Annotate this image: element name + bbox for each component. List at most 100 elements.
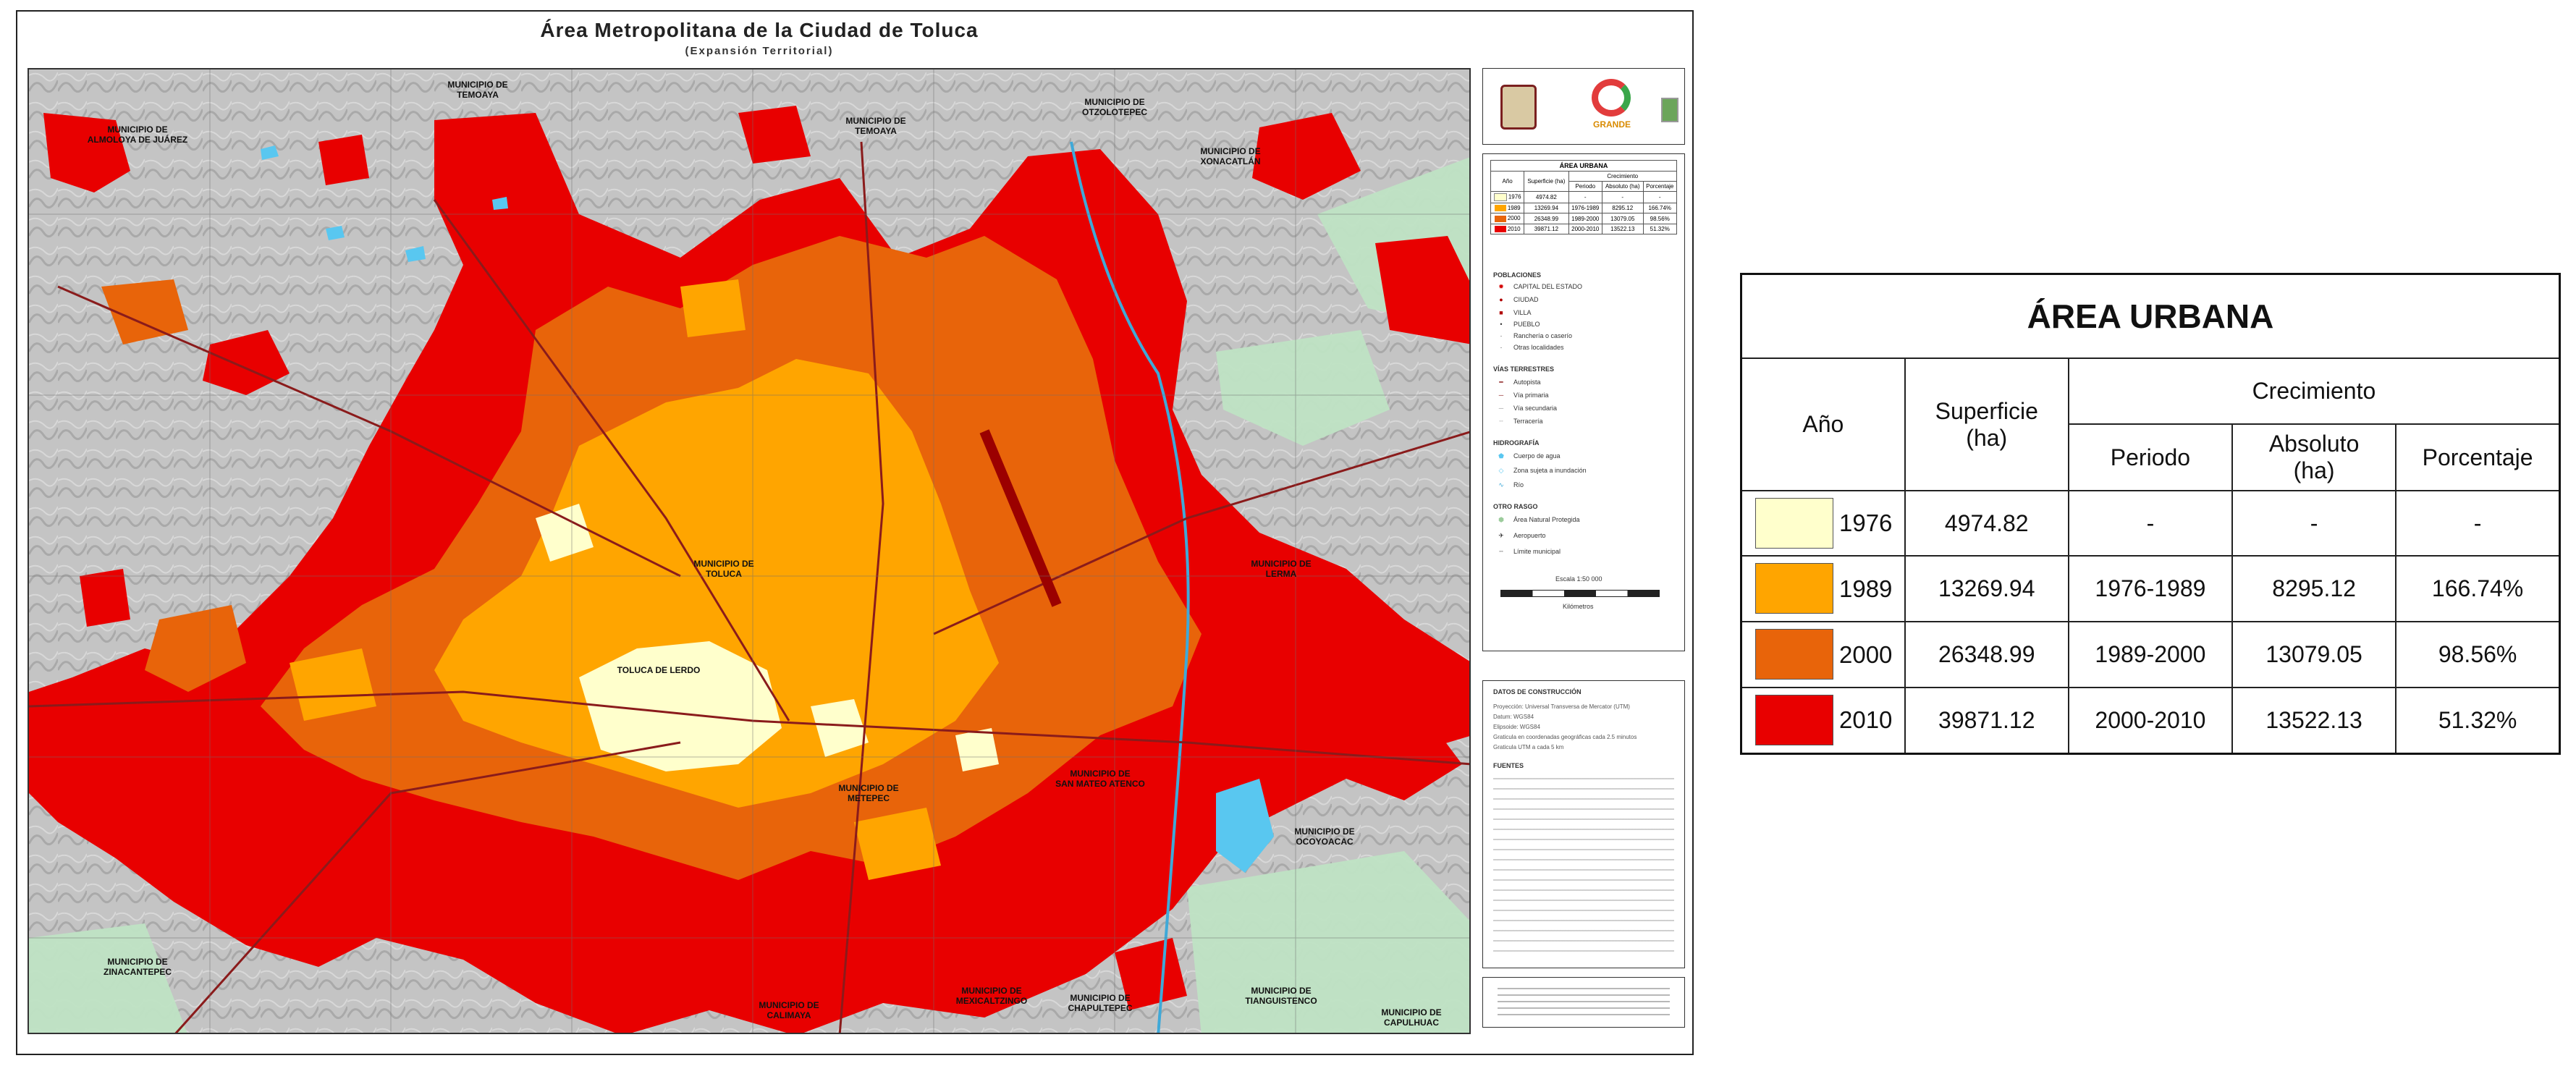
legend-section-poblaciones: POBLACIONES	[1493, 271, 1542, 279]
mini-cell: 39871.12	[1524, 223, 1569, 235]
legend-item: ─ Vía primaria	[1498, 392, 1549, 399]
datos-line: Elipsoide: WGS84	[1493, 724, 1540, 730]
mini-cell: -	[1568, 191, 1603, 203]
label-ocoyoacac: MUNICIPIO DE OCOYOACAC	[1294, 826, 1355, 847]
institution-logo	[1661, 98, 1678, 122]
map-subtitle: (Expansión Territorial)	[685, 45, 834, 57]
label-chapultepec: MUNICIPIO DE CHAPULTEPEC	[1068, 993, 1133, 1013]
mini-cell: 2000-2010	[1568, 223, 1603, 235]
period-cell: -	[2067, 490, 2234, 557]
urban-1989	[290, 279, 999, 880]
percentage-cell: 166.74%	[2395, 555, 2561, 622]
year-cell: 2000	[1740, 621, 1906, 688]
absolute-cell: 13079.05	[2231, 621, 2397, 688]
label-lerma: MUNICIPIO DE LERMA	[1251, 559, 1312, 579]
graticule	[29, 69, 1469, 1033]
label-toluca-de-lerdo: TOLUCA DE LERDO	[617, 665, 701, 675]
legend-item: ─ Vía secundaria	[1498, 405, 1558, 412]
year-cell: 1976	[1740, 490, 1906, 557]
mini-header-growth: Crecimiento	[1568, 171, 1678, 182]
color-swatch-2000	[1755, 629, 1833, 680]
area-cell: 13269.94	[1904, 555, 2069, 622]
mini-cell: 8295.12	[1602, 202, 1644, 214]
label-san-mateo-atenco: MUNICIPIO DE SAN MATEO ATENCO	[1055, 769, 1145, 789]
legend-item: • PUEBLO	[1500, 321, 1540, 328]
legend-item: ┄ Terracería	[1499, 418, 1543, 425]
percentage-cell: -	[2395, 490, 2561, 557]
year-text: 1989	[1839, 575, 1893, 602]
map-legend-panel: GRANDE ÁREA URBANA Año Superficie (ha) C…	[1482, 68, 1685, 1034]
label-xonacatlan: MUNICIPIO DE XONACATLÁN	[1200, 146, 1261, 166]
absolute-cell: -	[2231, 490, 2397, 557]
period-cell: 1976-1989	[2067, 555, 2234, 622]
mini-table-title: ÁREA URBANA	[1490, 160, 1677, 172]
year-cell: 2010	[1740, 687, 1906, 754]
construction-data-box: DATOS DE CONSTRUCCIÓN Proyección: Univer…	[1482, 680, 1685, 968]
legend-section-hidrografia: HIDROGRAFÍA	[1493, 439, 1540, 447]
mini-cell: 13269.94	[1524, 202, 1569, 214]
table-row: 1976 4974.82 - - -	[1740, 490, 2561, 557]
map-title: Área Metropolitana de la Ciudad de Toluc…	[540, 19, 979, 41]
map-frame[interactable]: MUNICIPIO DE ALMOLOYA DE JUÁREZ MUNICIPI…	[28, 68, 1471, 1034]
mini-row-2010: 2010	[1490, 223, 1525, 235]
gobierno-logo	[1592, 79, 1631, 117]
table-row: 1989 13269.94 1976-1989 8295.12 166.74%	[1740, 555, 2561, 622]
area-cell: 39871.12	[1904, 687, 2069, 754]
sources-fine-print	[1493, 778, 1674, 959]
mini-row-1976: 1976	[1490, 191, 1525, 203]
datos-title: DATOS DE CONSTRUCCIÓN	[1493, 688, 1582, 695]
table-title: ÁREA URBANA	[1740, 273, 2561, 359]
color-swatch-1976	[1755, 498, 1833, 549]
mini-cell: 51.32%	[1642, 223, 1677, 235]
logo-text: GRANDE	[1592, 119, 1631, 130]
legend-item: ∿ Río	[1498, 481, 1524, 488]
mini-header-area: Superficie (ha)	[1524, 171, 1569, 192]
area-cell: 4974.82	[1904, 490, 2069, 557]
header-growth: Crecimiento	[2067, 358, 2561, 425]
datos-line: Datum: WGS84	[1493, 714, 1534, 720]
label-zinacantepec: MUNICIPIO DE ZINACANTEPEC	[103, 957, 172, 977]
mini-row-1989: 1989	[1490, 202, 1525, 214]
mini-cell: -	[1602, 191, 1644, 203]
river	[1070, 141, 1190, 1033]
label-metepec: MUNICIPIO DE METEPEC	[838, 783, 899, 803]
mini-cell: 13522.13	[1602, 223, 1644, 235]
scale-units: Kilómetros	[1563, 603, 1594, 610]
label-calimaya: MUNICIPIO DE CALIMAYA	[759, 1000, 819, 1020]
logos-box: GRANDE	[1482, 68, 1685, 145]
mini-cell: 1989-2000	[1568, 213, 1603, 224]
label-almoloya: MUNICIPIO DE ALMOLOYA DE JUÁREZ	[87, 124, 188, 145]
label-mexicaltzingo: MUNICIPIO DE MEXICALTZINGO	[955, 986, 1028, 1006]
color-swatch-1989	[1755, 563, 1833, 614]
datos-line: Graticula en coordenadas geográficas cad…	[1493, 734, 1637, 740]
legend-item: ◇ Zona sujeta a inundación	[1498, 467, 1587, 474]
credits-box	[1482, 977, 1685, 1028]
legend-item: ⬢ Área Natural Protegida	[1498, 516, 1580, 523]
mini-header-abs: Absoluto (ha)	[1602, 181, 1644, 192]
label-toluca: MUNICIPIO DE TOLUCA	[693, 559, 754, 579]
mini-cell: -	[1642, 191, 1677, 203]
color-swatch-2010	[1755, 695, 1833, 745]
year-text: 1976	[1839, 509, 1893, 536]
label-otzolotepec: MUNICIPIO DE OTZOLOTEPEC	[1082, 97, 1147, 117]
percentage-cell: 98.56%	[2395, 621, 2561, 688]
urban-area-table: ÁREA URBANA Año Superficie (ha) Crecimie…	[1740, 273, 2561, 755]
legend-item: ━ Autopista	[1499, 378, 1541, 386]
mini-header-pct: Porcentaje	[1642, 181, 1677, 192]
mini-area-table: ÁREA URBANA Año Superficie (ha) Crecimie…	[1490, 160, 1678, 235]
label-tianguistenco: MUNICIPIO DE TIANGUISTENCO	[1245, 986, 1317, 1006]
legend-item: ⬟ Cuerpo de agua	[1498, 452, 1561, 460]
header-year: Año	[1740, 358, 1906, 491]
legend-section-otro: OTRO RASGO	[1493, 503, 1538, 510]
header-period: Periodo	[2067, 423, 2234, 491]
mini-header-year: Año	[1490, 171, 1525, 192]
period-cell: 2000-2010	[2067, 687, 2234, 754]
year-text: 2000	[1839, 640, 1893, 668]
label-temoaya-1: MUNICIPIO DE TEMOAYA	[447, 80, 508, 100]
mini-cell: 4974.82	[1524, 191, 1569, 203]
year-cell: 1989	[1740, 555, 1906, 622]
map-sheet: Área Metropolitana de la Ciudad de Toluc…	[16, 10, 1694, 1055]
fuentes-title: FUENTES	[1493, 762, 1524, 769]
year-text: 2010	[1839, 706, 1893, 734]
legend-item: ✹ CAPITAL DEL ESTADO	[1498, 283, 1583, 290]
